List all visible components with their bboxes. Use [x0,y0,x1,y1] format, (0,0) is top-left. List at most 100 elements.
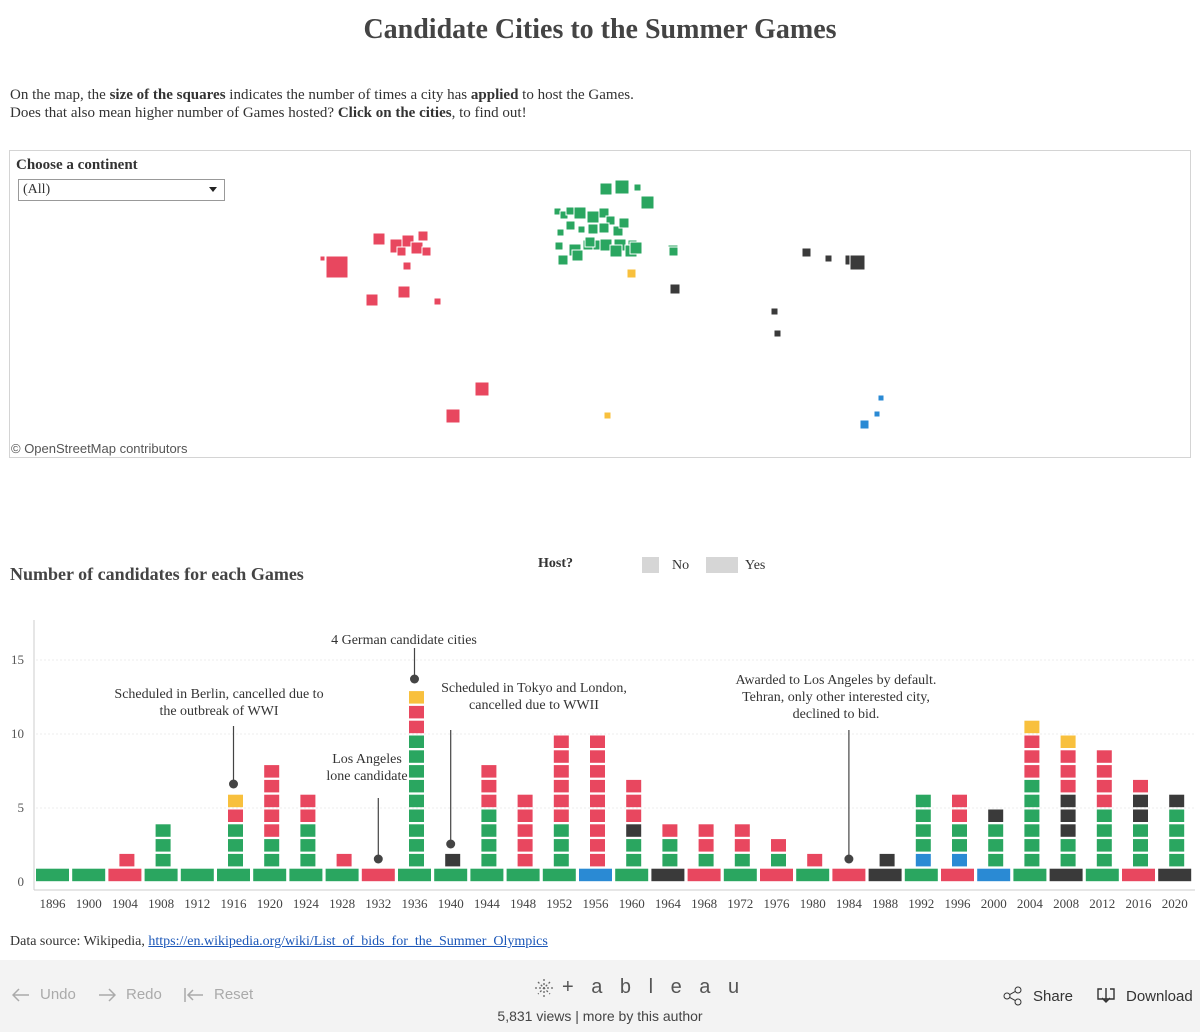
bar-segment[interactable] [1024,809,1040,823]
city-marker[interactable] [557,254,569,266]
bar-segment[interactable] [1024,765,1040,778]
bar-segment[interactable] [988,809,1004,823]
city-marker[interactable] [668,246,679,257]
bar-segment[interactable] [144,868,178,882]
bar-segment[interactable] [409,794,424,808]
city-marker[interactable] [598,222,610,234]
bar-segment[interactable] [760,868,793,882]
bar-segment[interactable] [915,839,931,852]
bar-segment[interactable] [155,824,171,837]
bar-segment[interactable] [300,794,316,808]
bar-segment[interactable] [228,853,243,867]
city-marker[interactable] [397,285,411,299]
bar-segment[interactable] [977,868,1011,882]
bar-segment[interactable] [119,853,135,867]
bar-segment[interactable] [228,824,243,837]
bar-segment[interactable] [409,839,424,852]
bar-segment[interactable] [481,809,497,823]
bar-segment[interactable] [1096,824,1112,837]
city-marker[interactable] [598,207,610,219]
bar-segment[interactable] [1024,794,1040,808]
city-marker[interactable] [609,244,623,258]
bar-segment[interactable] [626,809,642,823]
bar-segment[interactable] [590,750,605,763]
city-marker[interactable] [629,241,643,255]
download-button[interactable]: Download [1096,986,1193,1006]
city-marker[interactable] [605,215,616,226]
city-marker[interactable] [554,241,564,251]
city-marker[interactable] [325,255,349,279]
bar-segment[interactable] [723,868,757,882]
bar-segment[interactable] [1060,839,1076,852]
bar-segment[interactable] [988,824,1004,837]
bar-segment[interactable] [590,853,605,867]
bar-segment[interactable] [1133,794,1148,808]
city-marker[interactable] [773,329,782,338]
bar-segment[interactable] [1169,853,1185,867]
bar-segment[interactable] [264,779,280,793]
bar-segment[interactable] [626,824,642,837]
bar-segment[interactable] [361,868,395,882]
city-marker[interactable] [584,236,596,248]
bar-segment[interactable] [228,809,243,823]
bar-segment[interactable] [409,720,424,734]
bar-segment[interactable] [481,824,497,837]
bar-segment[interactable] [336,853,352,867]
bar-segment[interactable] [1060,809,1076,823]
bar-segment[interactable] [155,853,171,867]
bar-segment[interactable] [698,839,714,852]
bar-segment[interactable] [409,779,424,793]
bar-segment[interactable] [445,853,461,867]
bar-segment[interactable] [398,868,431,882]
city-marker[interactable] [633,183,642,192]
city-marker[interactable] [640,195,655,210]
bar-segment[interactable] [1169,794,1185,808]
bar-segment[interactable] [409,750,424,763]
bar-segment[interactable] [517,794,533,808]
city-marker[interactable] [556,228,565,237]
bar-segment[interactable] [409,705,424,719]
bar-segment[interactable] [409,824,424,837]
tableau-logo[interactable]: + a b l e a u [534,976,745,999]
bar-segment[interactable] [1169,809,1185,823]
bar-segment[interactable] [1158,868,1192,882]
bar-segment[interactable] [264,853,280,867]
bar-segment[interactable] [651,868,685,882]
bar-segment[interactable] [952,853,967,867]
bar-segment[interactable] [228,839,243,852]
bar-segment[interactable] [409,765,424,778]
bar-segment[interactable] [590,839,605,852]
bar-segment[interactable] [289,868,323,882]
bar-segment[interactable] [1060,853,1076,867]
bar-segment[interactable] [481,765,497,778]
bar-segment[interactable] [1060,794,1076,808]
city-marker[interactable] [433,297,442,306]
bar-segment[interactable] [734,853,750,867]
bar-segment[interactable] [264,794,280,808]
bar-segment[interactable] [626,853,642,867]
bar-segment[interactable] [771,853,786,867]
city-marker[interactable] [565,206,575,216]
redo-button[interactable]: Redo [98,986,162,1003]
bar-segment[interactable] [1049,868,1083,882]
city-marker[interactable] [319,255,326,262]
city-marker[interactable] [859,419,870,430]
bar-segment[interactable] [553,824,569,837]
bar-segment[interactable] [553,794,569,808]
bar-segment[interactable] [734,839,750,852]
continent-select[interactable]: (All) [18,179,225,201]
city-map[interactable] [10,151,1190,457]
city-marker[interactable] [417,230,429,242]
bar-segment[interactable] [517,809,533,823]
bar-segment[interactable] [590,824,605,837]
bar-segment[interactable] [1133,824,1148,837]
bar-segment[interactable] [579,868,612,882]
bar-segment[interactable] [1085,868,1119,882]
bar-segment[interactable] [72,868,106,882]
bar-segment[interactable] [590,765,605,778]
bar-segment[interactable] [553,853,569,867]
bar-segment[interactable] [590,809,605,823]
bar-segment[interactable] [409,809,424,823]
bar-segment[interactable] [217,868,250,882]
bar-segment[interactable] [481,794,497,808]
